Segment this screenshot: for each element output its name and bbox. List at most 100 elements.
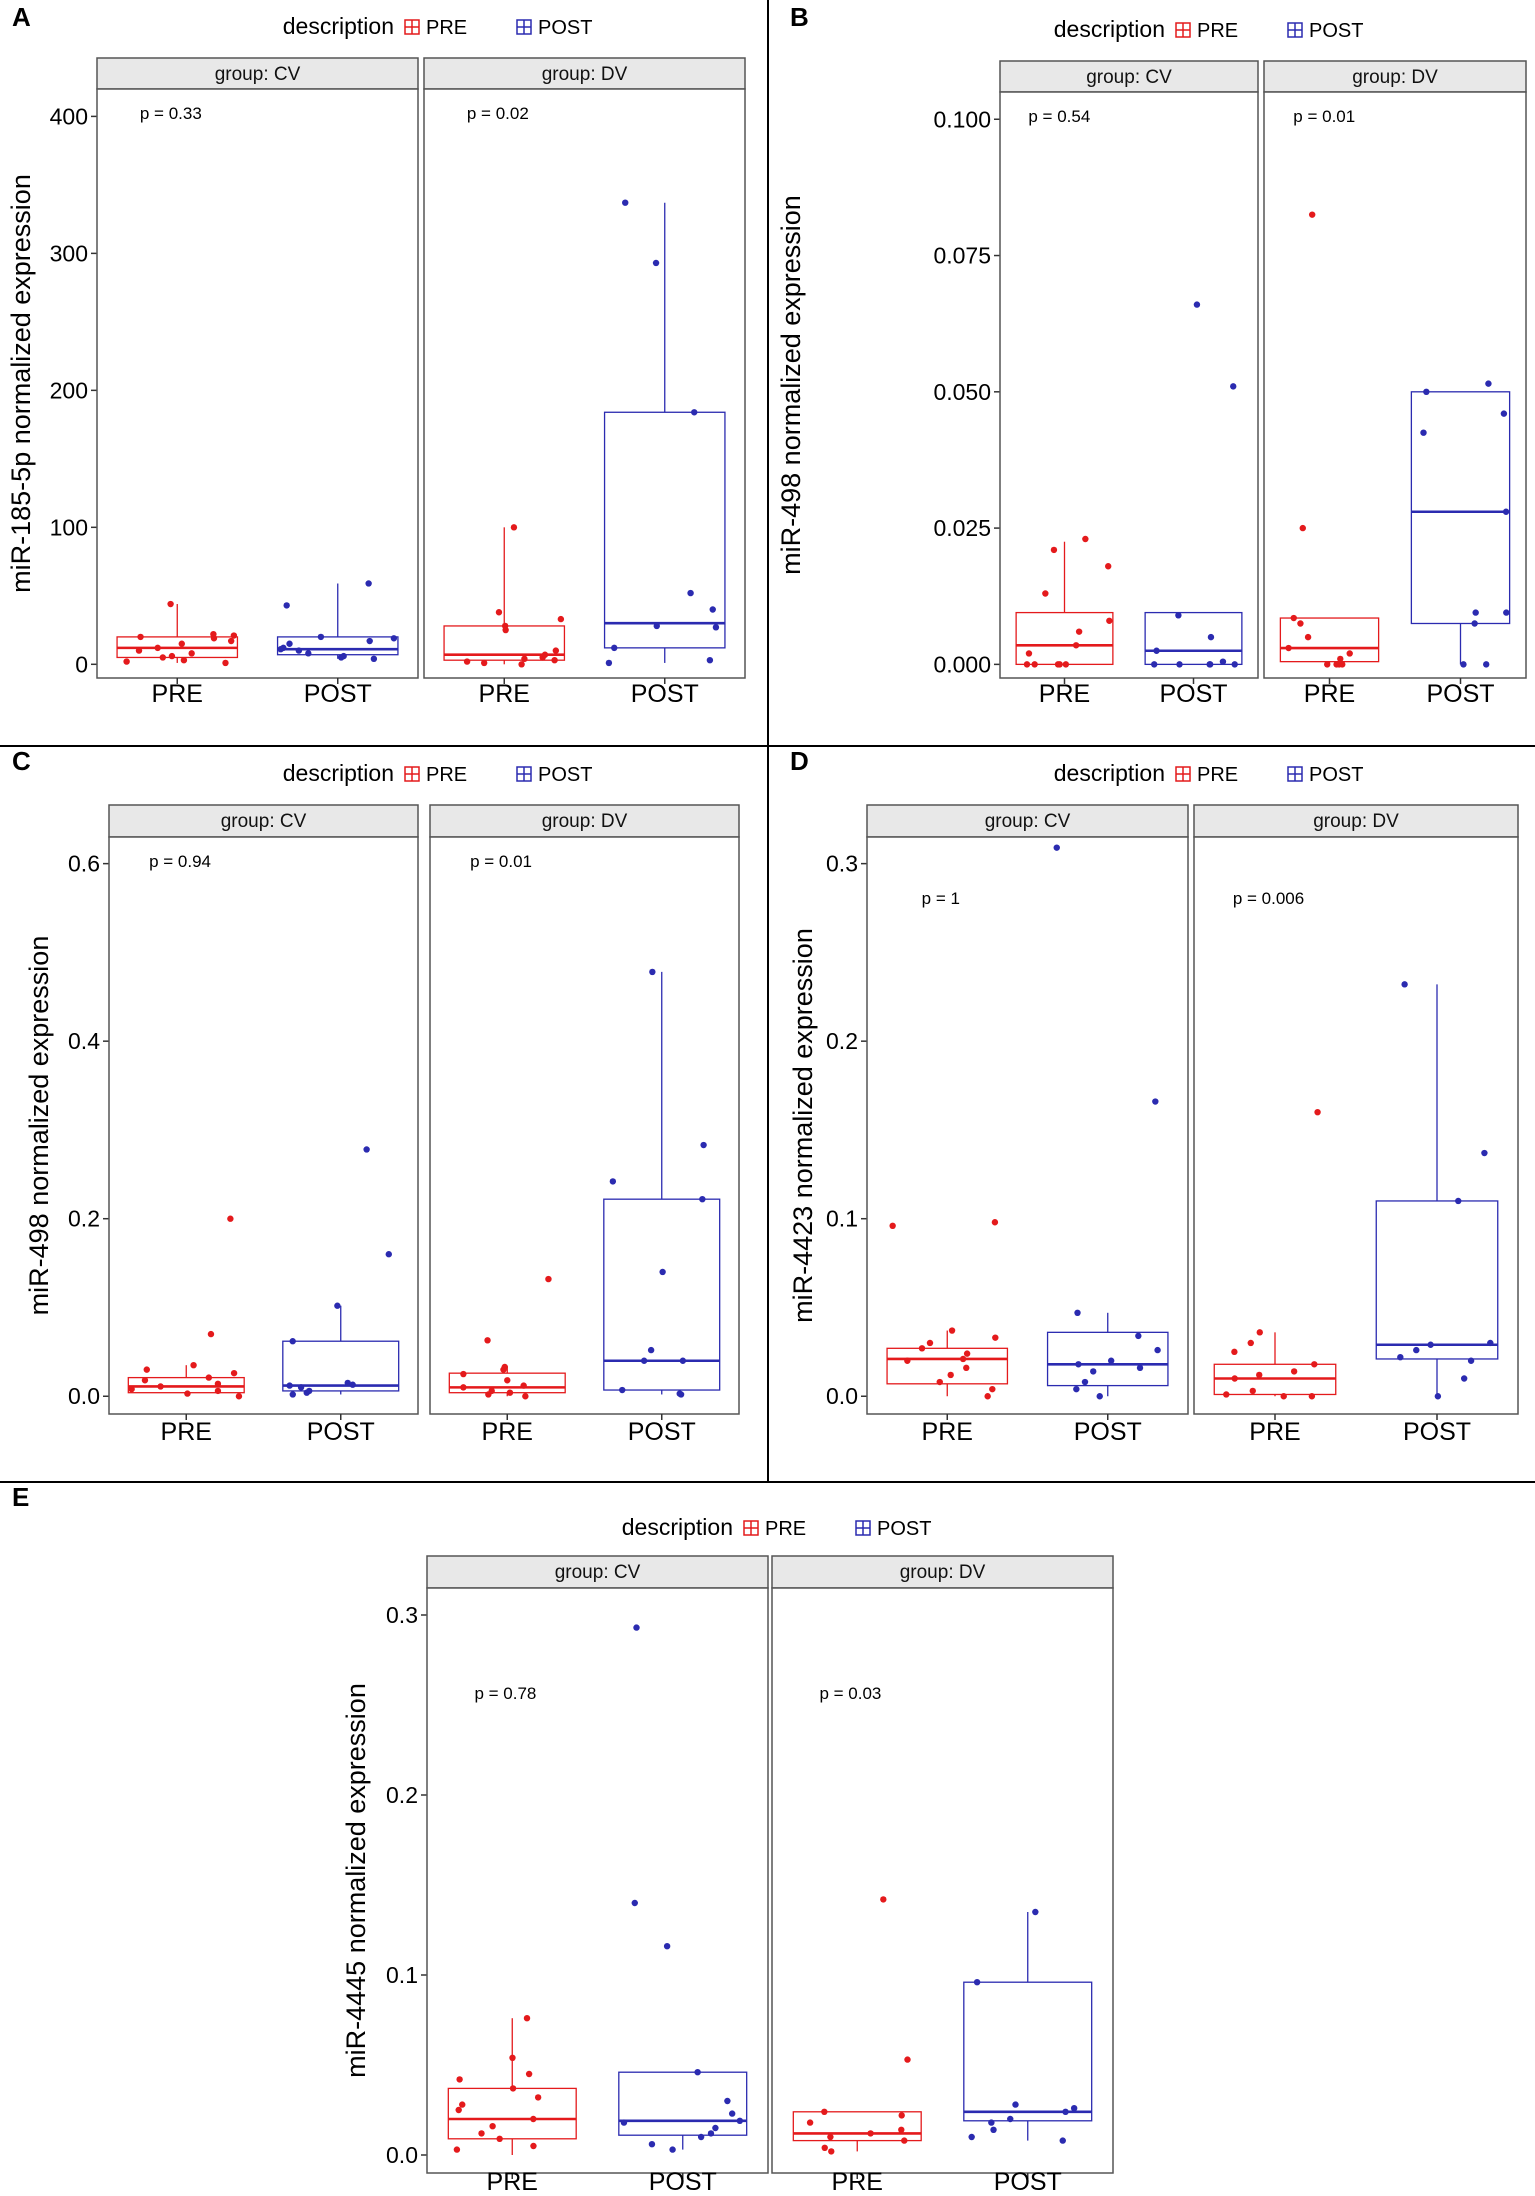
data-point — [605, 659, 613, 667]
data-point — [1500, 410, 1508, 417]
box-post: POST — [1410, 380, 1511, 708]
data-point — [340, 652, 347, 660]
facet-plot-area — [771, 1587, 1114, 2174]
y-tick-label: 0.1 — [826, 1206, 858, 1232]
data-point — [463, 658, 471, 665]
data-point — [620, 2119, 628, 2126]
y-tick-label: 0 — [75, 651, 88, 677]
data-point — [1337, 655, 1344, 663]
x-tick-label: POST — [304, 680, 372, 708]
data-point — [504, 1377, 511, 1384]
facet-strip — [999, 60, 1259, 93]
data-point — [496, 2135, 503, 2142]
data-point — [1249, 1387, 1256, 1395]
data-point — [1423, 388, 1430, 396]
data-point — [455, 2106, 462, 2114]
y-tick-label: 0.4 — [68, 1028, 100, 1054]
x-tick-label: POST — [307, 1418, 375, 1446]
y-tick-label: 0.075 — [933, 243, 991, 269]
data-point — [1075, 628, 1083, 635]
data-point — [1401, 981, 1408, 988]
data-point — [679, 1357, 687, 1364]
data-point — [619, 1386, 626, 1394]
box-pre: PRE — [447, 2015, 577, 2196]
legend: description PRE POST — [283, 13, 593, 39]
facet-title: group: DV — [542, 811, 628, 832]
data-point — [1151, 661, 1158, 668]
facet-dv: group: DV p = 0.01 PRE POST — [429, 804, 740, 1446]
data-point — [205, 1374, 213, 1381]
x-tick-label: PRE — [832, 2168, 883, 2196]
legend-label-pre: PRE — [765, 1518, 806, 1540]
box-post: POST — [603, 199, 726, 708]
data-point — [821, 2108, 828, 2115]
x-tick-label: POST — [1074, 1418, 1142, 1446]
data-point — [123, 658, 130, 665]
data-point — [289, 1338, 296, 1345]
data-point — [306, 1387, 313, 1395]
data-point — [154, 644, 161, 652]
data-point — [963, 1350, 971, 1357]
data-point — [889, 1222, 896, 1230]
y-tick-label: 0.100 — [933, 106, 991, 132]
data-point — [289, 1391, 296, 1398]
data-point — [1460, 661, 1467, 668]
y-tick-label: 400 — [50, 103, 88, 129]
data-point — [157, 1383, 164, 1390]
p-value-label: p = 0.03 — [819, 1684, 881, 1703]
data-point — [286, 640, 293, 647]
data-point — [366, 637, 373, 645]
data-point — [509, 2054, 516, 2061]
data-point — [1106, 617, 1113, 624]
data-point — [1455, 1197, 1462, 1205]
data-point — [609, 1178, 617, 1185]
data-point — [1413, 1346, 1420, 1354]
facet-plot-area — [423, 88, 746, 679]
data-point — [827, 2133, 834, 2141]
data-point — [141, 1377, 149, 1384]
data-point — [501, 1363, 508, 1371]
facet-title: group: CV — [555, 1562, 641, 1583]
x-tick-label: POST — [631, 680, 699, 708]
facet-dv: group: DV p = 0.006 PRE POST — [1193, 804, 1519, 1446]
data-point — [1219, 658, 1227, 665]
data-point — [1096, 1393, 1103, 1400]
data-point — [990, 2126, 997, 2133]
box-pre: PRE — [1279, 211, 1380, 708]
data-point — [1042, 590, 1049, 597]
y-axis-label: miR-4423 normalized expression — [788, 928, 818, 1323]
data-point — [926, 1339, 934, 1347]
box-iqr — [618, 2071, 748, 2136]
box-post: POST — [1046, 844, 1169, 1446]
data-point — [649, 968, 656, 976]
p-value-label: p = 0.33 — [140, 104, 202, 123]
data-point — [460, 1370, 467, 1378]
data-point — [1053, 844, 1060, 851]
x-tick-label: PRE — [152, 680, 203, 708]
data-point — [227, 1215, 234, 1222]
data-point — [334, 1302, 341, 1309]
data-point — [1072, 642, 1080, 649]
data-point — [984, 1393, 991, 1400]
data-point — [297, 1384, 305, 1391]
data-point — [1193, 301, 1201, 308]
box-post: POST — [1375, 981, 1499, 1446]
data-point — [135, 647, 143, 654]
data-point — [988, 2119, 995, 2126]
data-point — [1311, 1361, 1318, 1368]
y-tick-label: 300 — [50, 240, 88, 266]
data-point — [453, 2146, 461, 2153]
data-point — [541, 651, 549, 658]
data-point — [1090, 1368, 1097, 1375]
data-point — [697, 2133, 705, 2141]
data-point — [1420, 429, 1427, 436]
data-point — [349, 1381, 356, 1388]
data-point — [973, 1979, 981, 1986]
legend: description PRE POST — [1054, 760, 1364, 786]
box-iqr — [1279, 617, 1380, 663]
box-iqr — [1144, 611, 1243, 666]
data-point — [806, 2119, 814, 2126]
data-point — [530, 2115, 537, 2123]
facet-title: group: CV — [1086, 67, 1172, 88]
